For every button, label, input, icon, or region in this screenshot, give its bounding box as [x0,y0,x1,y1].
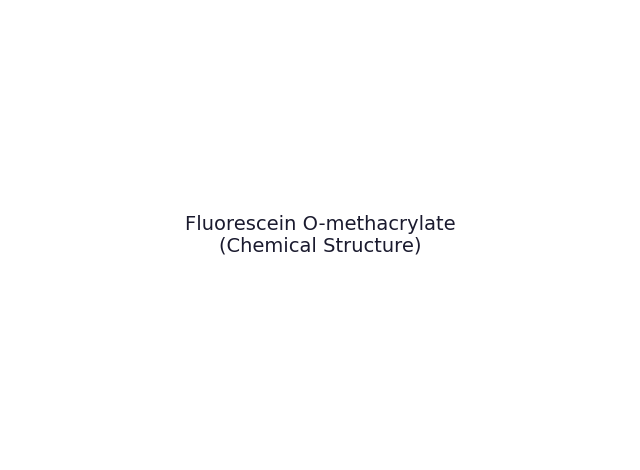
Text: Fluorescein O-methacrylate
(Chemical Structure): Fluorescein O-methacrylate (Chemical Str… [185,214,455,256]
